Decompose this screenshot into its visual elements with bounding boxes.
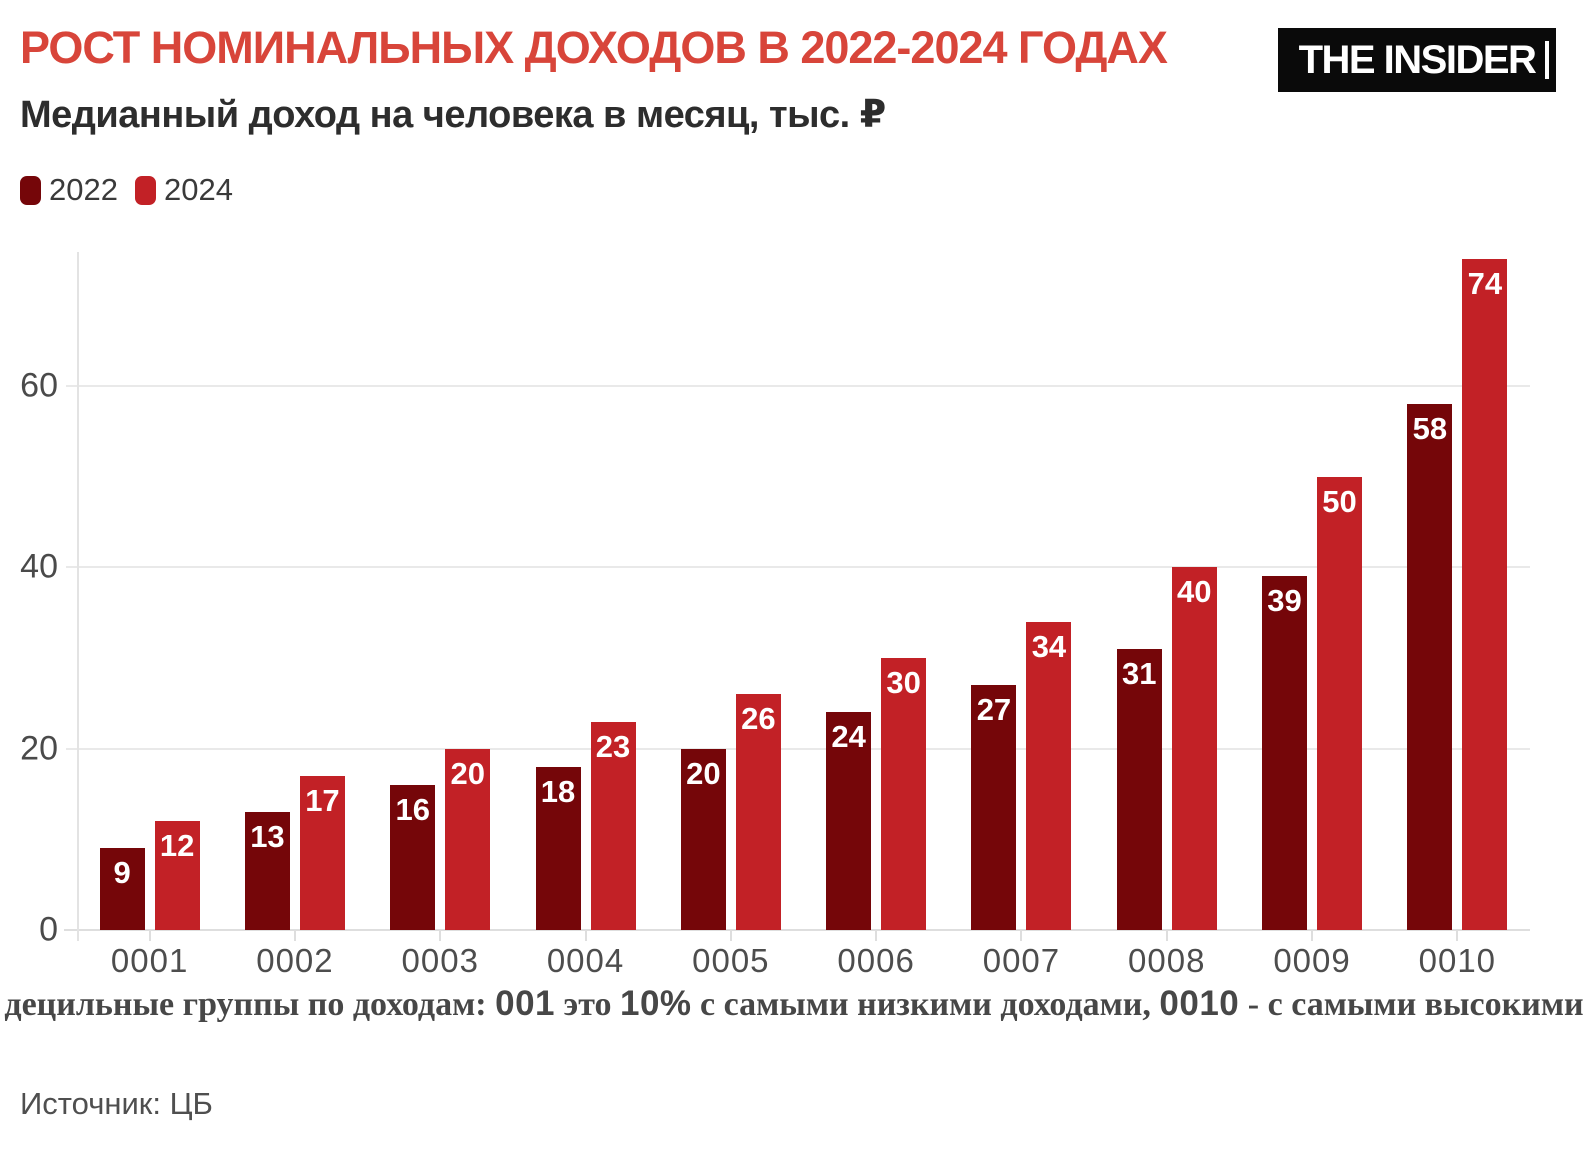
bar-2024-0005 (735, 694, 781, 930)
x-tick-0009 (1311, 930, 1314, 941)
x-tick-0010 (1456, 930, 1459, 941)
y-tick-label-40: 40 (20, 547, 58, 586)
bar-2024-0001 (154, 821, 200, 930)
logo-cursor-bar (1545, 41, 1549, 79)
footnote-text: с самыми низкими доходами, (691, 986, 1160, 1023)
x-axis-line (64, 929, 1530, 931)
x-tick-0005 (729, 930, 732, 941)
legend-label-2024: 2024 (163, 172, 233, 207)
footnote-text: это (555, 986, 620, 1023)
bar-2022-0001 (99, 848, 145, 930)
source-label: Источник: ЦБ (20, 1086, 213, 1121)
x-tick-label-0008: 0008 (1128, 942, 1206, 979)
x-tick-0002 (293, 930, 296, 941)
x-tick-label-0001: 0001 (110, 942, 189, 979)
footnote-number: 0010 (1159, 984, 1240, 1023)
chart-title: РОСТ НОМИНАЛЬНЫХ ДОХОДОВ В 2022-2024 ГОД… (20, 22, 1168, 73)
x-tick-0007 (1020, 930, 1023, 941)
x-tick-label-0007: 0007 (982, 942, 1061, 979)
footnote-number: 10% (619, 984, 692, 1023)
bar-value-2024-0006: 30 (886, 665, 921, 701)
y-tick-label-60: 60 (20, 366, 58, 405)
bar-value-2022-0009: 39 (1267, 583, 1302, 619)
x-tick-0006 (875, 930, 878, 941)
x-tick-0001 (148, 930, 151, 941)
x-tick-0003 (439, 930, 442, 941)
footnote-text: - с самыми высокими (1239, 986, 1584, 1023)
y-axis-line (77, 252, 79, 941)
bar-2024-0010 (1462, 259, 1508, 930)
bar-2024-0002 (299, 775, 345, 930)
x-tick-0008 (1165, 930, 1168, 941)
bar-value-2022-0001: 9 (113, 855, 131, 891)
bar-value-2022-0008: 31 (1122, 655, 1157, 691)
gridline-20 (66, 747, 1530, 750)
bar-2022-0007 (971, 685, 1017, 930)
legend-item-2024: 2024 (134, 172, 233, 208)
legend: 2022 2024 (20, 172, 233, 208)
bar-2024-0006 (881, 658, 927, 930)
bar-value-2024-0008: 40 (1177, 574, 1212, 610)
x-tick-label-0002: 0002 (256, 942, 334, 979)
bar-value-2022-0006: 24 (831, 719, 866, 755)
footnote-text: децильные группы по доходам: (4, 986, 496, 1023)
bar-2024-0007 (1026, 621, 1072, 930)
legend-swatch-2024 (134, 175, 156, 205)
bar-value-2022-0004: 18 (540, 773, 576, 809)
logo-text: THE INSIDER (1298, 37, 1537, 82)
y-tick-label-20: 20 (20, 729, 58, 768)
bar-2024-0008 (1171, 567, 1217, 930)
bar-value-2022-0005: 20 (686, 755, 721, 791)
the-insider-logo: THE INSIDER (1278, 28, 1556, 92)
footnote-number: 001 (495, 984, 556, 1023)
bar-value-2024-0002: 17 (305, 782, 340, 818)
bar-2022-0005 (680, 748, 726, 930)
bar-2022-0006 (826, 712, 872, 930)
legend-swatch-2022 (20, 175, 41, 205)
bar-2024-0004 (590, 721, 636, 930)
bar-2022-0002 (244, 812, 290, 930)
bar-2022-0010 (1407, 404, 1453, 930)
bar-value-2024-0001: 12 (159, 828, 195, 864)
legend-label-2022: 2022 (49, 172, 118, 207)
x-tick-label-0010: 0010 (1418, 942, 1497, 979)
bar-value-2022-0003: 16 (395, 791, 430, 827)
gridline-40 (66, 566, 1530, 569)
bar-value-2024-0010: 74 (1467, 266, 1503, 302)
x-tick-label-0006: 0006 (837, 942, 915, 979)
bar-value-2024-0009: 50 (1322, 483, 1357, 519)
bar-value-2024-0003: 20 (450, 755, 485, 791)
bar-value-2024-0005: 26 (741, 701, 776, 737)
x-tick-0004 (584, 930, 587, 941)
bar-2022-0004 (535, 766, 581, 930)
bar-value-2022-0007: 27 (976, 692, 1012, 728)
x-tick-label-0004: 0004 (546, 942, 625, 979)
bar-value-2024-0007: 34 (1031, 628, 1067, 664)
footnote: децильные группы по доходам: 001 это 10%… (0, 984, 1588, 1024)
bar-2024-0009 (1317, 476, 1363, 930)
bar-2022-0008 (1116, 648, 1162, 930)
legend-item-2022: 2022 (20, 172, 118, 208)
bar-2022-0003 (390, 784, 436, 930)
x-tick-label-0009: 0009 (1273, 942, 1351, 979)
y-tick-label-0: 0 (39, 910, 58, 949)
chart-subtitle: Медианный доход на человека в месяц, тыс… (20, 94, 886, 136)
bar-2024-0003 (445, 748, 491, 930)
x-tick-label-0003: 0003 (401, 942, 479, 979)
gridline-60 (66, 385, 1530, 388)
x-tick-label-0005: 0005 (692, 942, 770, 979)
bar-value-2022-0010: 58 (1412, 411, 1448, 447)
bar-value-2024-0004: 23 (595, 728, 631, 764)
bar-value-2022-0002: 13 (250, 819, 285, 855)
bar-2022-0009 (1262, 576, 1308, 930)
